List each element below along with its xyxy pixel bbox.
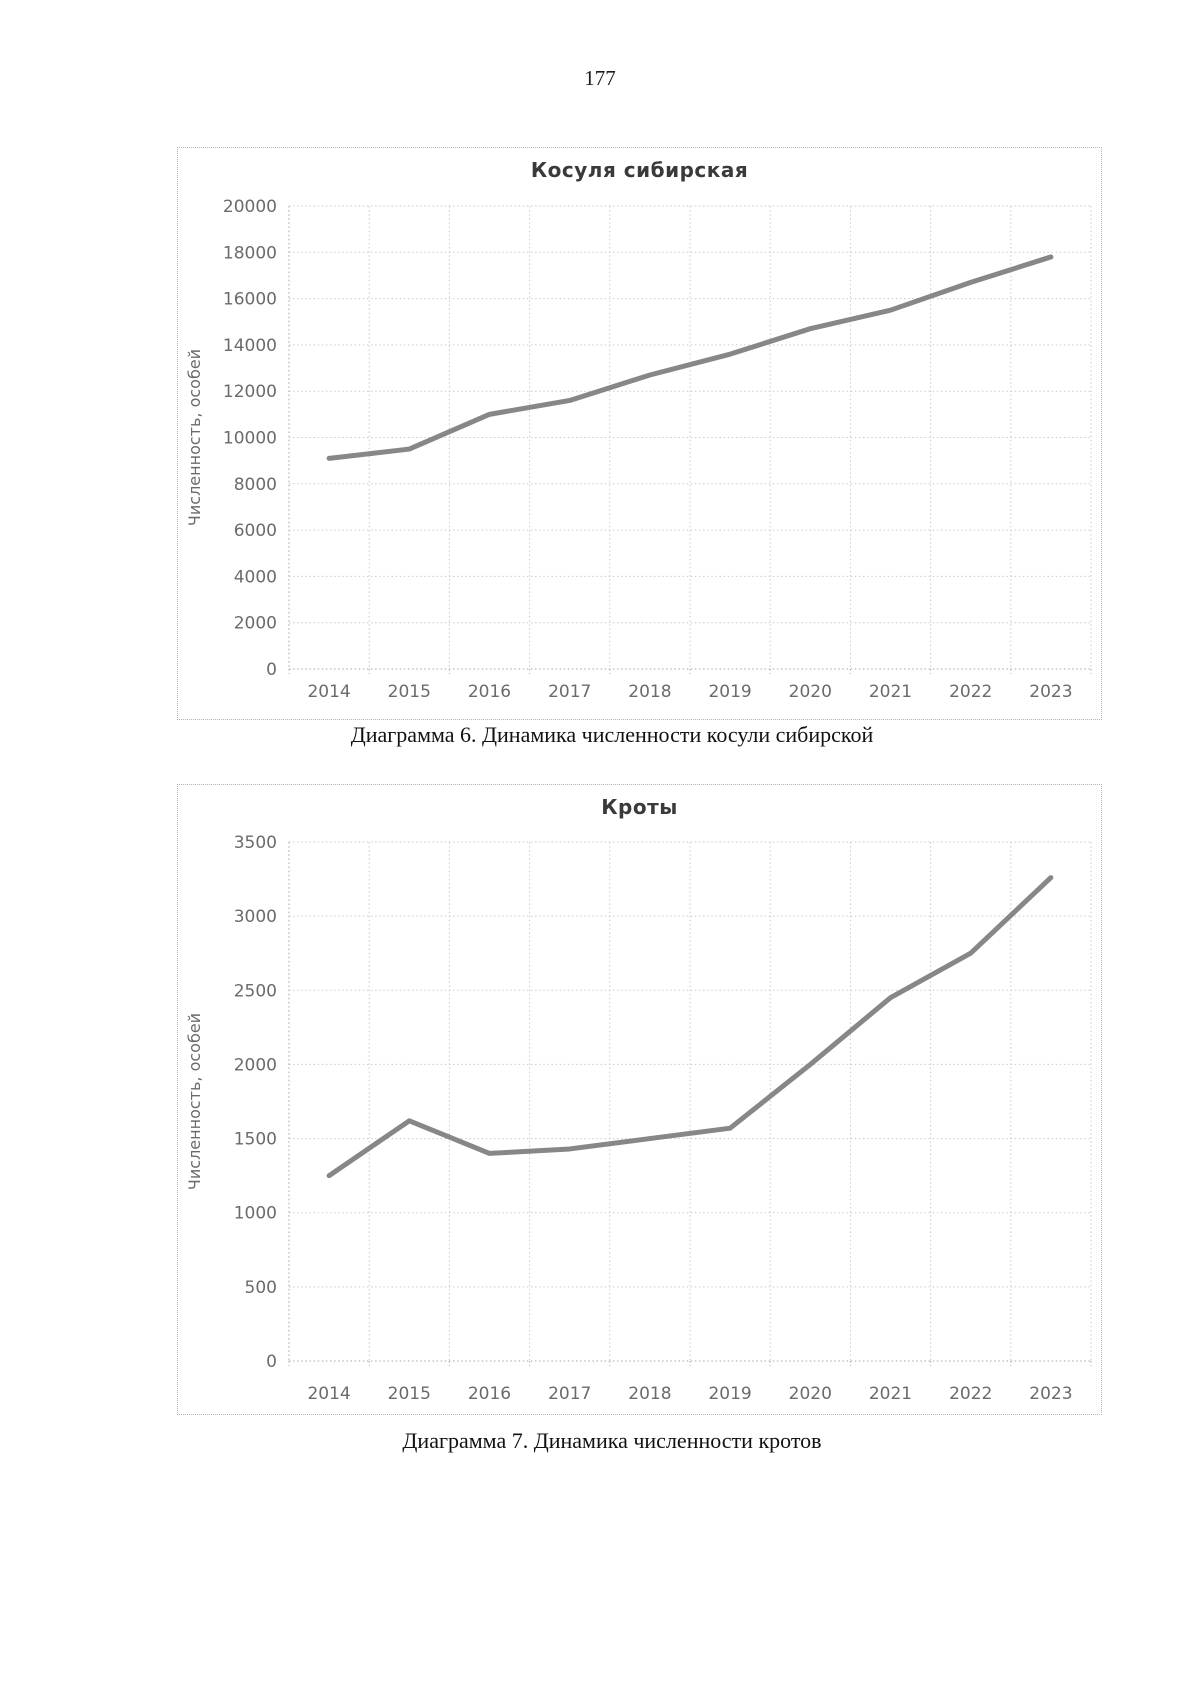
y-axis-title: Численность, особей [185, 1013, 204, 1190]
series-line [326, 254, 1054, 461]
x-tick-label: 2018 [628, 682, 671, 702]
x-tick-label: 2023 [1029, 1384, 1072, 1404]
figure-caption-moles: Диаграмма 7. Динамика численности кротов [402, 1428, 822, 1453]
x-tick-label: 2015 [388, 682, 431, 702]
x-tick-label: 2022 [949, 1384, 992, 1404]
y-tick-label: 2000 [234, 1055, 277, 1075]
y-tick-label: 14000 [223, 336, 277, 356]
x-tick-label: 2020 [789, 682, 832, 702]
y-tick-label: 500 [245, 1278, 277, 1298]
x-tick-label: 2021 [869, 682, 912, 702]
figure-caption-roe-deer: Диаграмма 6. Динамика численности косули… [350, 722, 874, 747]
x-tick-label: 2020 [789, 1384, 832, 1404]
x-tick-label: 2017 [548, 1384, 591, 1404]
x-tick-label: 2019 [708, 1384, 751, 1404]
y-tick-label: 2500 [234, 981, 277, 1001]
y-tick-label: 2000 [234, 614, 277, 634]
x-tick-label: 2016 [468, 682, 511, 702]
y-tick-label: 1500 [234, 1130, 277, 1150]
y-tick-label: 10000 [223, 429, 277, 449]
x-tick-label: 2022 [949, 682, 992, 702]
y-axis-title: Численность, особей [185, 349, 204, 526]
x-tick-label: 2021 [869, 1384, 912, 1404]
figure-moles: Кроты 0 500 1000 1500 2000 2500 3000 3500 2014 20… [177, 784, 1102, 1415]
roe-deer-line-chart: 0 2000 4000 6000 8000 10000 12000 14000 16000 180… [185, 197, 1092, 702]
chart-title: Косуля сибирская [530, 158, 749, 182]
figure-roe-deer: Косуля сибирская 0 2000 4000 6000 8000 10000 1… [177, 147, 1102, 720]
x-tick-label: 2015 [388, 1384, 431, 1404]
y-tick-label: 0 [266, 1352, 277, 1372]
x-tick-label: 2014 [307, 682, 350, 702]
x-tick-label: 2019 [708, 682, 751, 702]
x-tick-label: 2017 [548, 682, 591, 702]
chart-title: Кроты [601, 795, 678, 819]
y-tick-label: 1000 [234, 1204, 277, 1224]
y-tick-label: 0 [266, 660, 277, 680]
x-tick-label: 2016 [468, 1384, 511, 1404]
y-tick-label: 18000 [223, 243, 277, 263]
y-tick-label: 6000 [234, 521, 277, 541]
y-tick-label: 3500 [234, 833, 277, 853]
y-tick-label: 12000 [223, 382, 277, 402]
moles-line-chart: 0 500 1000 1500 2000 2500 3000 3500 2014 2015 2016… [185, 833, 1092, 1404]
x-tick-label: 2018 [628, 1384, 671, 1404]
series-line [326, 875, 1054, 1179]
x-tick-label: 2023 [1029, 682, 1072, 702]
y-tick-label: 8000 [234, 475, 277, 495]
page-number: 177 [584, 66, 616, 90]
y-tick-label: 20000 [223, 197, 277, 217]
y-tick-label: 16000 [223, 290, 277, 310]
y-tick-label: 3000 [234, 907, 277, 927]
y-tick-label: 4000 [234, 567, 277, 587]
x-tick-label: 2014 [307, 1384, 350, 1404]
